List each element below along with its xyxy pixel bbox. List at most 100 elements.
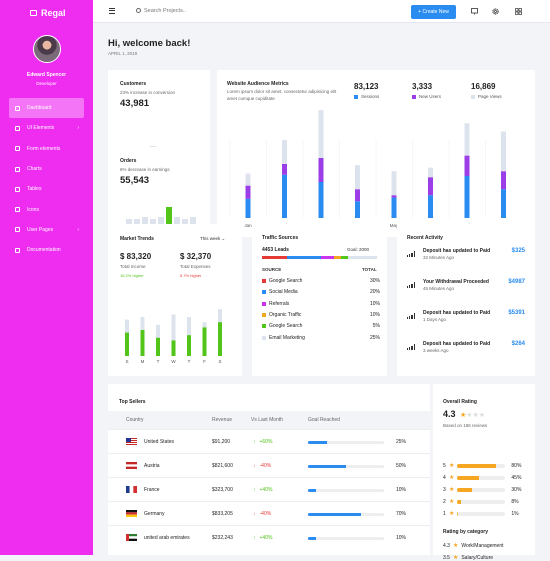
sessions-bar [391,197,397,218]
activity-item[interactable]: Deposit has updated to Paid 1 Days Ago $53… [407,310,535,340]
traffic-source-name: Google Search [269,323,303,330]
logo-icon [30,10,37,16]
recent-activity-card: Recent Activity Deposit has updated to P… [397,224,535,376]
top-sellers-card: Top Sellers Country Revenue Vs Last Mont… [108,384,430,555]
traffic-sources-title: Traffic Sources [262,235,299,241]
activity-item[interactable]: Your Withdrawal Proceeded 45 Minutes Ago $… [407,279,535,309]
day-label: S [125,359,128,364]
flag-icon [126,510,137,517]
traffic-source-name: Social Media [269,289,298,296]
traffic-source-pct: 5% [372,323,380,330]
x-tick-label: Jan [244,223,252,228]
goal-percent: 10% [396,487,407,493]
bar-chart-icon [407,344,415,350]
source-column-header: SOURCE [262,267,282,272]
activity-title: Deposit has updated to Paid [423,310,491,316]
sidebar-item-label: Icons [27,206,39,213]
sidebar-item-charts[interactable]: Charts [9,159,84,179]
table-row[interactable]: Germany $833,205 ↓ -40% 70% [108,501,430,525]
expense-change: 5.7% higher [180,273,202,278]
sidebar-item-form-elements[interactable]: Form elements [9,139,84,159]
page-views-bar [391,171,397,196]
sidebar-item-dashboard[interactable]: Dashboard [9,98,84,119]
market-trends-card: Market Trends This week ⌄ $ 83,320 Total… [108,224,242,376]
traffic-source-name: Google Search [269,278,303,284]
page-views-bar [282,140,287,164]
rating-row: 3 ★ 30% [443,486,531,494]
stat-value: 16,869 [471,82,496,91]
table-row[interactable]: Austria $821,600 ↓ -40% 50% [108,453,430,477]
new-users-bar [282,164,287,175]
icons-icon [15,207,20,213]
sidebar-item-documentation[interactable]: Documentation [9,240,84,260]
rating-category: 3.5 ★ Salary/Culture [443,554,493,561]
sparkline-bar [158,217,164,225]
metrics-title: Website Audience Metrics [227,81,289,87]
sidebar-item-label: User Pages [27,226,54,233]
trend-green-bar [202,327,207,356]
ui-elements-icon [15,125,20,131]
table-header: Country Revenue Vs Last Month Goal Reach… [108,411,430,429]
activity-amount: $4987 [508,279,525,285]
sidebar-item-label: Documentation [27,247,61,254]
sidebar-item-tables[interactable]: Tables [9,179,84,199]
grid-icon[interactable] [515,8,522,15]
bar-chart-icon [407,251,415,257]
create-new-button[interactable]: + Create New [411,5,456,19]
total-income-label: Total Income [120,264,146,269]
new-users-bar [245,185,251,199]
page-views-bar [464,123,470,156]
avatar[interactable] [33,35,61,63]
table-row[interactable]: France $323,700 ↑ +40% 10% [108,477,430,501]
revenue-value: $833,205 [212,511,233,517]
sparkline-bar [190,217,196,225]
gear-icon[interactable] [492,8,499,15]
sidebar-item-ui-elements[interactable]: UI Elements › [9,118,84,138]
stat-label: New Users [419,94,442,99]
page-views-bar [428,167,433,178]
traffic-source-name: Referrals [269,300,290,307]
new-users-bar [501,171,506,190]
traffic-leads: 4453 Leads [262,247,289,253]
hamburger-menu-icon[interactable] [109,8,115,15]
new-users-bar [428,177,433,196]
traffic-color-dot [262,301,266,306]
category-label: Salary/Culture [461,554,494,561]
col-country: Country [126,417,144,423]
trend-green-bar [140,330,145,356]
rating-row: 4 ★ 45% [443,474,531,482]
rating-star-count: 4 [443,474,446,481]
user-pages-icon [15,227,20,233]
table-row[interactable]: united arab emirates $232,243 ↑ +40% 10% [108,525,430,549]
sidebar-item-icons[interactable]: Icons [9,199,84,219]
search-input[interactable] [144,6,234,16]
topbar: + Create New [93,0,550,23]
monitor-icon[interactable] [471,8,478,15]
sparkline-bar [182,219,188,225]
sidebar-item-user-pages[interactable]: User Pages › [9,220,84,240]
traffic-color-dot [262,312,266,317]
activity-item[interactable]: Deposit has updated to Paid 32 Minutes Ag… [407,248,535,278]
page-views-bar [318,110,324,158]
sessions-bar [282,174,287,218]
table-row[interactable]: United States $91,200 ↑ +60% 25% [108,429,430,453]
rating-pct: 45% [511,474,522,481]
star-icon: ★ [449,511,455,517]
traffic-source-name: Organic Traffic [269,311,302,318]
period-select[interactable]: This week ⌄ [200,236,226,241]
change-value: ↓ -40% [253,511,272,517]
change-value: ↑ +40% [253,487,273,493]
user-role: Developer [36,81,57,86]
rating-star-count: 3 [443,486,446,493]
customers-value: 43,981 [120,98,150,109]
chevron-right-icon: › [77,125,79,132]
traffic-bar-segment [262,256,288,259]
total-expenses-label: Total Expenses [180,264,211,269]
brand-logo[interactable]: Regal [30,8,66,18]
activity-item[interactable]: Deposit has updated to Paid 3 weeks Ago $2… [407,341,535,371]
trend-green-bar [187,335,191,356]
sparkline-bar [142,217,148,225]
goal-percent: 70% [396,511,407,517]
traffic-source-pct: 10% [369,311,380,318]
sessions-bar [318,182,324,218]
